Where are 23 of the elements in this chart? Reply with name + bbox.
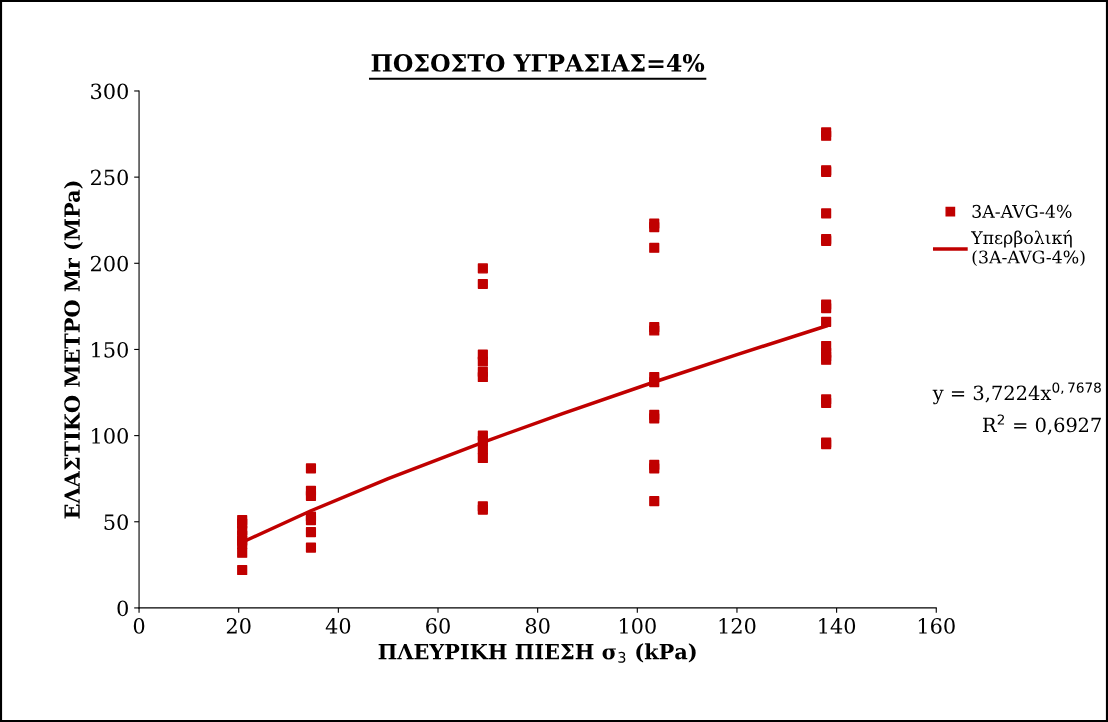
annotation: y = 3,7224x$^{0,7678}$ [932,382,1101,405]
chart-title: ΠΟΣΟΣΤΟ ΥΓΡΑΣΙΑΣ=4% [371,54,705,72]
x-axis-title: ΠΛΕΥΡΙΚΗ ΠΙΕΣΗ σ$_{3}$ (kPa) [378,643,696,663]
x-tick-label: 140 [819,618,856,634]
y-tick-label: 0 [117,600,128,617]
y-tick-label: 250 [90,169,128,186]
y-tick-label: 200 [90,255,128,272]
text: R$^{2}$ = 0,6927 [982,414,1101,435]
x-tick-label: 160 [918,618,955,634]
y-tick-label: 150 [92,341,128,358]
x-tick-label: 60 [426,618,450,634]
x-tick-label: 100 [619,618,656,634]
x-tick-label: 80 [525,618,550,634]
x-tick-label: 0 [133,618,145,634]
legend-label: 3A-AVG-4% [972,204,1072,218]
y-axis-title: ΕΛΑΣΤΙΚΟ ΜΕΤΡΟ Mr (MPa) [63,181,83,519]
x-tick-label: 120 [719,618,756,634]
x-tick-label: 40 [325,618,351,634]
legend-label: Υπερβολική (3A-AVG-4%) [970,229,1085,267]
y-tick-label: 100 [92,428,128,444]
x-tick-label: 20 [226,618,251,634]
y-tick-label: 50 [104,514,128,530]
y-tick-label: 300 [91,83,128,100]
